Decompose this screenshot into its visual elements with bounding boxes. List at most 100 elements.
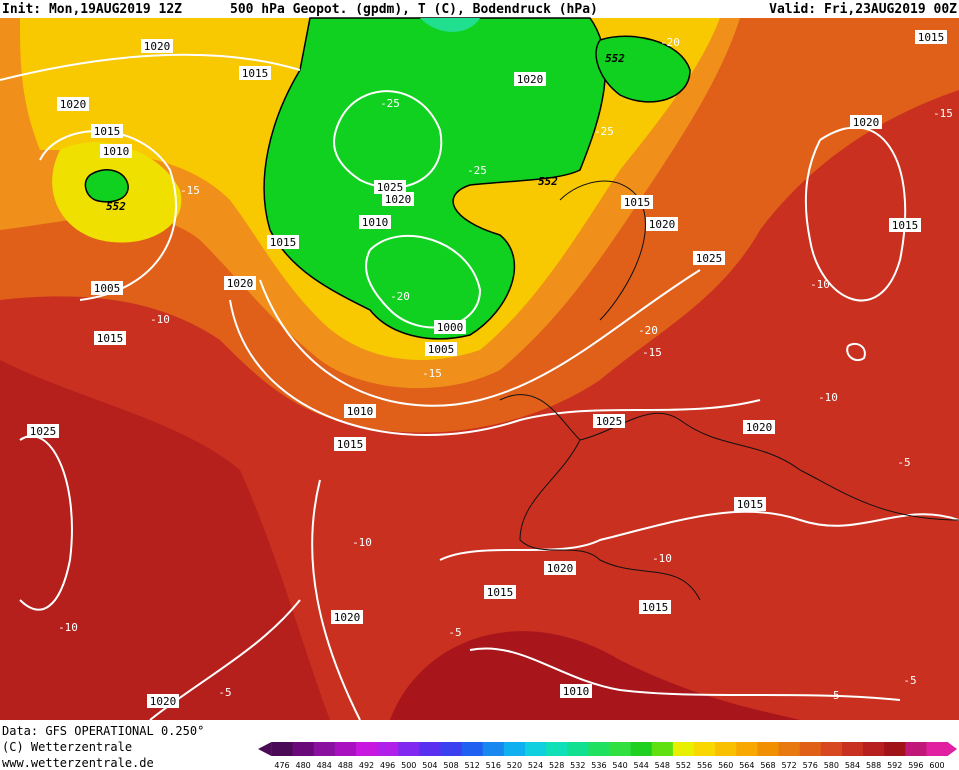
legend-swatch: [884, 742, 906, 756]
legend-swatch: [482, 742, 505, 756]
height-label: 552: [538, 175, 558, 188]
legend-swatch: [461, 742, 484, 756]
label-box: [544, 561, 576, 575]
temperature-label: -20: [638, 324, 658, 337]
legend-level: 536: [591, 761, 606, 770]
isobar-label: 1015: [642, 601, 669, 614]
label-box: [224, 276, 256, 290]
legend-level: 480: [295, 761, 310, 770]
legend-level: 504: [422, 761, 437, 770]
height-label: 552: [106, 200, 126, 213]
label-box: [239, 66, 271, 80]
footer-url: www.wetterzentrale.de: [2, 756, 154, 770]
label-box: [734, 497, 766, 511]
isobar-label: 1015: [337, 438, 364, 451]
legend-level: 544: [634, 761, 649, 770]
isobar-label: 1005: [428, 343, 455, 356]
legend-swatch: [905, 742, 927, 756]
isobar-label: 1020: [334, 611, 361, 624]
legend-level: 556: [697, 761, 712, 770]
isobar-label: 1025: [30, 425, 57, 438]
legend-swatch: [609, 742, 632, 756]
header-title: 500 hPa Geopot. (gpdm), T (C), Bodendruc…: [230, 2, 598, 17]
legend-swatch: [757, 742, 780, 756]
legend-swatch: [841, 742, 864, 756]
legend-level: 600: [929, 761, 944, 770]
isobar-label: 1020: [547, 562, 574, 575]
label-box: [359, 215, 391, 229]
isobar-label: 1020: [150, 695, 177, 708]
isobar-label: 1015: [97, 332, 124, 345]
label-box: [147, 694, 179, 708]
label-box: [621, 195, 653, 209]
legend-swatch: [820, 742, 843, 756]
legend-swatch: [355, 742, 378, 756]
legend-level: 552: [676, 761, 691, 770]
label-box: [267, 235, 299, 249]
legend-swatch: [334, 742, 357, 756]
label-box: [743, 420, 775, 434]
legend-swatch: [313, 742, 336, 756]
temperature-label: -15: [933, 107, 953, 120]
legend-swatch: [715, 742, 737, 756]
isobar-label: 1025: [377, 181, 404, 194]
temperature-label: -5: [218, 686, 231, 699]
label-box: [91, 281, 123, 295]
legend-swatch: [398, 742, 420, 756]
isobar-label: 1015: [270, 236, 297, 249]
legend-swatch: [694, 742, 716, 756]
temperature-label: -5: [903, 674, 916, 687]
label-box: [593, 414, 625, 428]
isobar-label: 1000: [437, 321, 464, 334]
label-box: [94, 331, 126, 345]
temperature-label: -15: [642, 346, 662, 359]
temperature-label: -5: [897, 456, 910, 469]
isobar-label: 1025: [696, 252, 723, 265]
legend-swatch: [503, 742, 526, 756]
map: [0, 17, 959, 721]
temperature-label: -10: [352, 536, 372, 549]
isobar-label: 1020: [853, 116, 880, 129]
legend-swatch: [292, 742, 315, 756]
legend-level: 488: [338, 761, 353, 770]
legend-swatch: [588, 742, 610, 756]
legend-swatch: [926, 742, 949, 756]
label-box: [374, 180, 406, 194]
isobar-label: 1015: [94, 125, 121, 138]
legend-swatch: [736, 742, 758, 756]
legend-swatch: [440, 742, 463, 756]
legend-level: 588: [866, 761, 881, 770]
temperature-label: -10: [652, 552, 672, 565]
temperature-label: -15: [180, 184, 200, 197]
legend-arrow-left: [258, 742, 272, 756]
isobar-label: 1010: [347, 405, 374, 418]
legend-swatch: [863, 742, 885, 756]
label-box: [484, 585, 516, 599]
isobar-label: 1015: [242, 67, 269, 80]
label-box: [850, 115, 882, 129]
isobar-label: 1020: [144, 40, 171, 53]
footer-copyright: (C) Wetterzentrale: [2, 740, 132, 754]
footer-data: Data: GFS OPERATIONAL 0.250°: [2, 724, 204, 738]
legend-level: 476: [274, 761, 289, 770]
label-box: [334, 437, 366, 451]
legend-level: 568: [760, 761, 775, 770]
legend-swatch: [651, 742, 674, 756]
legend-swatch: [546, 742, 568, 756]
legend-level: 576: [803, 761, 818, 770]
temperature-label: -25: [467, 164, 487, 177]
legend-level: 508: [443, 761, 458, 770]
temperature-label: -25: [594, 125, 614, 138]
isobar-label: 1020: [227, 277, 254, 290]
legend-arrow-right: [947, 742, 957, 756]
temperature-label: -5: [448, 626, 461, 639]
legend-swatch: [419, 742, 441, 756]
temperature-label: -5: [826, 689, 839, 702]
legend-swatch: [799, 742, 822, 756]
isobar-label: 1015: [737, 498, 764, 511]
isobar-label: 1010: [563, 685, 590, 698]
label-box: [560, 684, 592, 698]
legend-swatch: [377, 742, 399, 756]
label-box: [331, 610, 363, 624]
label-box: [57, 97, 89, 111]
